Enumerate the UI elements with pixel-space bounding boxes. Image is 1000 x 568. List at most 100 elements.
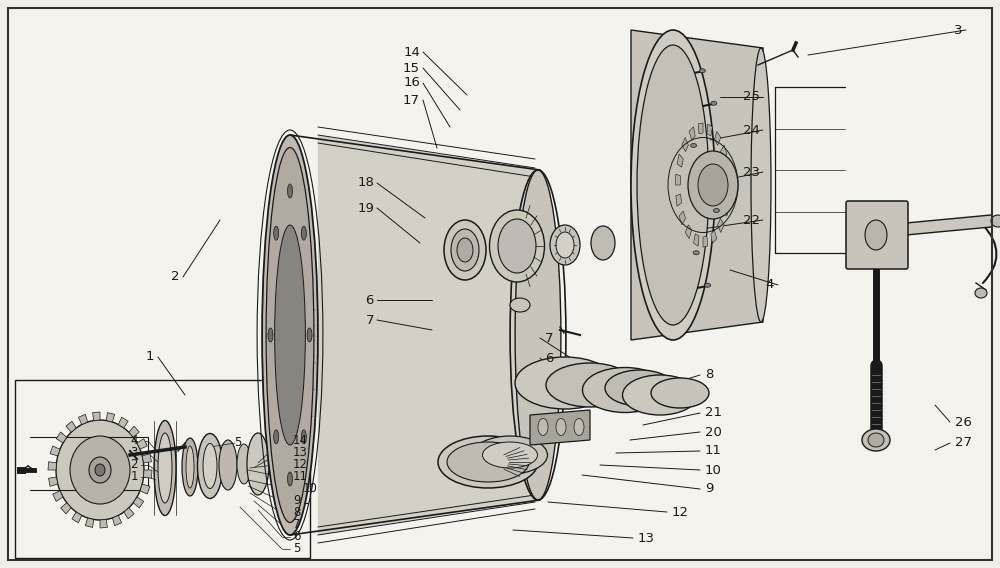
Polygon shape	[718, 219, 724, 232]
Polygon shape	[724, 164, 730, 176]
Polygon shape	[725, 185, 731, 196]
Ellipse shape	[266, 148, 314, 523]
Polygon shape	[72, 512, 82, 523]
Polygon shape	[66, 421, 76, 432]
Text: 1: 1	[146, 350, 154, 364]
Ellipse shape	[622, 375, 698, 415]
Ellipse shape	[457, 238, 473, 262]
Ellipse shape	[186, 446, 194, 488]
Ellipse shape	[247, 433, 269, 495]
Polygon shape	[49, 477, 58, 486]
Ellipse shape	[275, 225, 305, 445]
Text: 24: 24	[743, 123, 760, 136]
Ellipse shape	[975, 288, 987, 298]
Text: 16: 16	[403, 77, 420, 90]
FancyBboxPatch shape	[8, 8, 992, 560]
Polygon shape	[318, 135, 540, 535]
Ellipse shape	[865, 220, 887, 250]
Text: 11: 11	[293, 470, 308, 483]
Polygon shape	[714, 131, 721, 145]
Polygon shape	[685, 225, 692, 239]
Ellipse shape	[705, 283, 711, 287]
Ellipse shape	[862, 429, 890, 451]
Text: 6: 6	[545, 352, 553, 365]
Text: 7: 7	[545, 332, 554, 345]
Text: 3: 3	[954, 23, 962, 36]
Text: 9: 9	[293, 495, 300, 507]
Ellipse shape	[868, 433, 884, 447]
Text: 3: 3	[131, 446, 138, 460]
Polygon shape	[676, 194, 682, 206]
Ellipse shape	[698, 164, 728, 206]
Ellipse shape	[515, 170, 561, 500]
Ellipse shape	[556, 232, 574, 258]
FancyBboxPatch shape	[846, 201, 908, 269]
Ellipse shape	[182, 438, 198, 496]
Ellipse shape	[556, 419, 566, 436]
Polygon shape	[707, 124, 712, 136]
Text: 8: 8	[293, 507, 300, 520]
Ellipse shape	[693, 250, 699, 255]
Ellipse shape	[219, 440, 237, 490]
Polygon shape	[78, 414, 88, 424]
Ellipse shape	[574, 419, 584, 436]
Text: 10: 10	[303, 482, 318, 495]
Polygon shape	[144, 470, 152, 478]
Ellipse shape	[582, 367, 668, 412]
Ellipse shape	[262, 135, 318, 535]
Text: 2: 2	[171, 270, 179, 283]
Polygon shape	[677, 154, 683, 167]
Polygon shape	[679, 211, 686, 225]
Polygon shape	[140, 484, 150, 494]
Polygon shape	[118, 417, 128, 428]
Ellipse shape	[274, 430, 279, 444]
Polygon shape	[112, 516, 122, 525]
Polygon shape	[530, 410, 590, 445]
Ellipse shape	[711, 101, 717, 105]
Ellipse shape	[444, 220, 486, 280]
Ellipse shape	[451, 229, 479, 271]
Polygon shape	[50, 446, 60, 456]
Ellipse shape	[287, 184, 293, 198]
Ellipse shape	[482, 442, 538, 468]
Ellipse shape	[510, 298, 530, 312]
Polygon shape	[698, 123, 703, 134]
Text: 20: 20	[705, 425, 722, 438]
Ellipse shape	[438, 436, 538, 488]
Text: 6: 6	[366, 294, 374, 307]
Ellipse shape	[591, 226, 615, 260]
Ellipse shape	[473, 436, 548, 474]
Polygon shape	[906, 215, 996, 235]
Text: 4: 4	[766, 278, 774, 291]
Polygon shape	[689, 127, 695, 140]
Ellipse shape	[538, 419, 548, 436]
Text: 2: 2	[130, 458, 138, 471]
Text: 6: 6	[293, 531, 300, 544]
Polygon shape	[129, 426, 139, 437]
Polygon shape	[48, 462, 56, 470]
Ellipse shape	[688, 151, 738, 219]
Ellipse shape	[237, 444, 251, 484]
Polygon shape	[711, 230, 717, 243]
Ellipse shape	[515, 357, 615, 409]
Text: 26: 26	[955, 416, 972, 428]
Ellipse shape	[637, 45, 709, 325]
Polygon shape	[675, 174, 681, 185]
Text: 5: 5	[293, 542, 300, 556]
Text: 5: 5	[234, 436, 242, 449]
Text: 23: 23	[743, 165, 760, 178]
Polygon shape	[85, 518, 94, 528]
Ellipse shape	[447, 442, 529, 482]
Text: 25: 25	[743, 90, 760, 103]
Text: 11: 11	[705, 445, 722, 457]
Ellipse shape	[203, 444, 217, 488]
Polygon shape	[631, 30, 763, 340]
Text: 13: 13	[638, 532, 655, 545]
Text: 7: 7	[293, 519, 300, 532]
Ellipse shape	[713, 208, 719, 212]
Text: 14: 14	[403, 45, 420, 59]
Ellipse shape	[699, 69, 705, 73]
Ellipse shape	[691, 144, 697, 148]
Text: 15: 15	[403, 61, 420, 74]
Ellipse shape	[751, 48, 771, 322]
